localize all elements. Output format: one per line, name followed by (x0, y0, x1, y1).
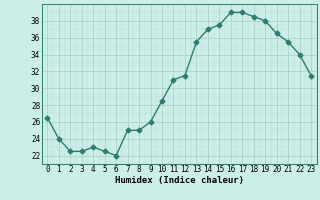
X-axis label: Humidex (Indice chaleur): Humidex (Indice chaleur) (115, 176, 244, 185)
